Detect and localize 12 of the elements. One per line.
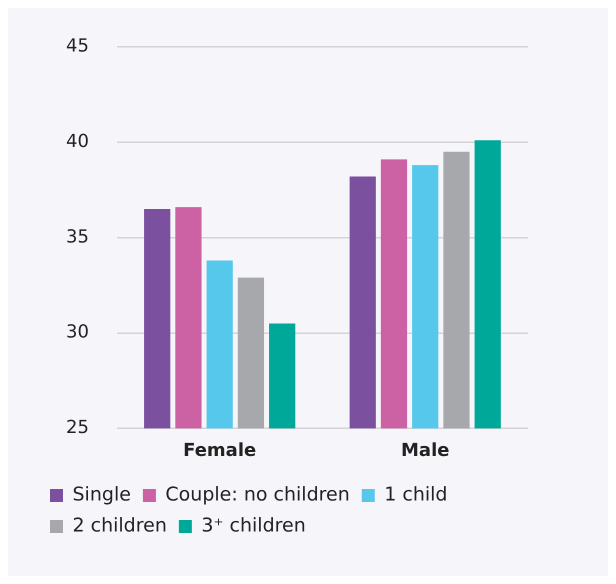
legend-label: Single: [72, 483, 131, 506]
x-tick-label: Female: [183, 440, 256, 461]
y-tick-label: 30: [66, 322, 89, 343]
legend-label: 2 children: [72, 514, 167, 536]
y-tick-label: 45: [66, 35, 89, 56]
y-tick-label: 35: [66, 226, 89, 248]
y-tick-label: 25: [66, 417, 89, 438]
x-tick-label: Male: [401, 440, 450, 461]
legend-label: Couple: no children: [165, 483, 350, 506]
y-tick-label: 40: [66, 130, 89, 152]
legend-label: 1 child: [384, 483, 448, 506]
legend-label: 3⁺ children: [201, 514, 306, 536]
